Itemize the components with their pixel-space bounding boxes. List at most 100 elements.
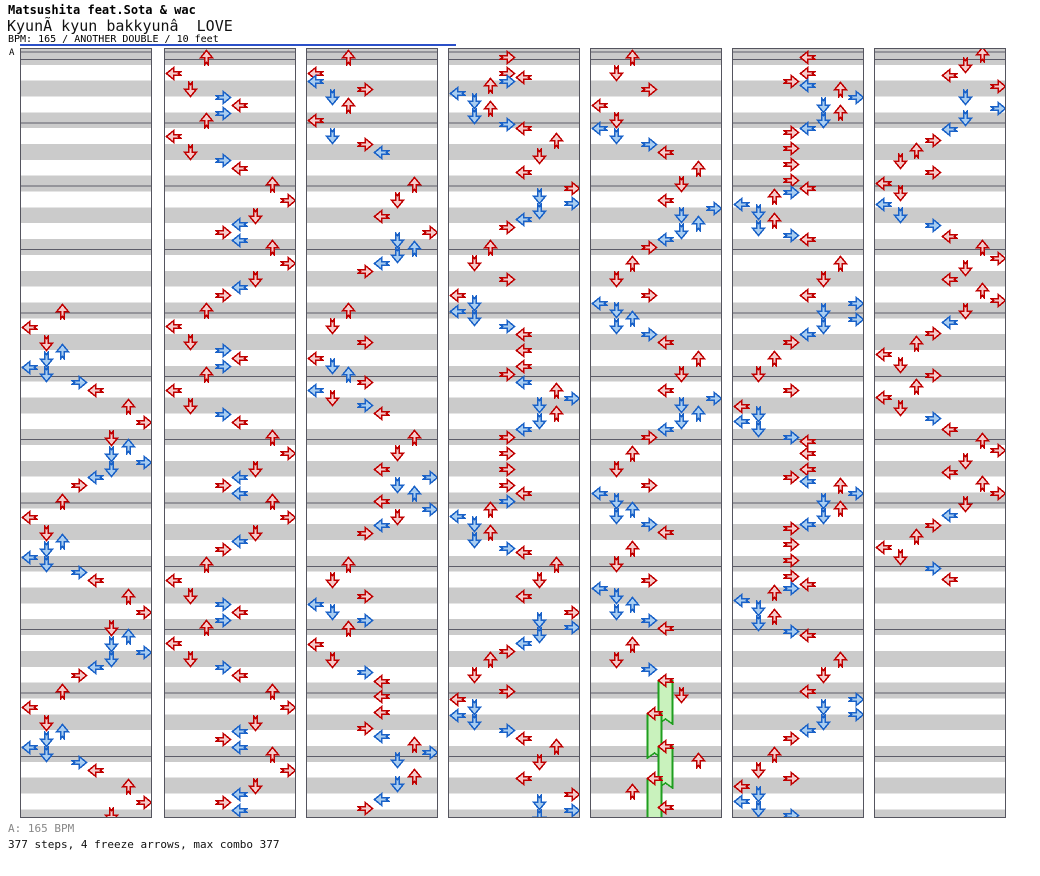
note-arrow-l-blue [21, 359, 38, 376]
note-arrow-d-blue [389, 775, 406, 793]
chart-column-1 [20, 48, 152, 818]
note-arrow-d-blue [957, 88, 974, 106]
note-arrow-l-blue [798, 326, 816, 343]
note-arrow-l-red [86, 762, 104, 779]
note-arrow-l-blue [372, 255, 390, 272]
note-arrow-r-red [924, 367, 942, 384]
note-arrow-l-blue [798, 77, 816, 94]
note-arrow-l-red [86, 572, 104, 589]
note-arrow-u-red [198, 49, 215, 66]
note-arrow-u-red [340, 96, 357, 114]
note-arrow-l-red [230, 160, 248, 177]
note-arrow-r-red [782, 770, 800, 787]
note-arrow-l-blue [230, 485, 248, 502]
note-arrow-l-blue [449, 508, 466, 525]
note-arrow-u-red [482, 500, 499, 518]
note-arrow-u-red [624, 444, 641, 462]
note-arrow-r-red [279, 699, 295, 716]
note-arrow-r-red [640, 477, 658, 494]
note-arrow-l-red [372, 208, 390, 225]
note-arrow-l-blue [733, 592, 750, 609]
note-arrow-l-blue [372, 144, 390, 161]
note-arrow-d-blue [673, 222, 690, 240]
chart-column-7 [874, 48, 1006, 818]
note-arrow-u-red [482, 650, 499, 668]
freeze-arrow-head [645, 705, 663, 722]
note-arrow-d-blue [750, 219, 767, 237]
note-arrow-d-red [247, 714, 264, 732]
note-arrow-d-red [38, 714, 55, 732]
note-arrow-r-red [782, 520, 800, 537]
note-arrow-l-blue [307, 596, 324, 613]
note-arrow-u-red [766, 607, 783, 625]
note-arrow-l-blue [798, 473, 816, 490]
note-arrow-l-red [230, 350, 248, 367]
note-arrow-r-blue [782, 580, 800, 597]
note-arrow-r-blue [135, 644, 151, 661]
note-arrow-d-red [182, 143, 199, 161]
note-arrow-r-blue [640, 661, 658, 678]
note-arrow-l-red [165, 572, 182, 589]
note-arrow-r-red [356, 334, 374, 351]
note-arrow-r-blue [214, 358, 232, 375]
note-arrow-l-red [733, 778, 750, 795]
note-arrow-l-red [230, 604, 248, 621]
note-arrow-r-blue [498, 722, 516, 739]
note-arrow-u-blue [120, 627, 137, 645]
note-arrow-d-red [182, 333, 199, 351]
note-arrow-d-blue [815, 713, 832, 731]
note-arrow-u-red [340, 301, 357, 319]
note-arrow-u-red [264, 682, 281, 700]
note-arrow-u-red [974, 474, 991, 492]
note-arrow-u-red [690, 349, 707, 367]
note-arrow-l-red [875, 389, 892, 406]
note-arrow-l-blue [798, 516, 816, 533]
note-arrow-l-red [21, 509, 38, 526]
note-arrow-u-red [198, 618, 215, 636]
note-arrow-d-blue [750, 800, 767, 817]
note-arrow-r-red [498, 366, 516, 383]
note-arrow-d-blue [531, 808, 548, 817]
note-arrow-d-blue [38, 730, 55, 748]
note-arrow-u-red [766, 745, 783, 763]
note-arrow-d-blue [750, 420, 767, 438]
note-arrow-d-blue [608, 507, 625, 525]
note-arrow-d-blue [38, 555, 55, 573]
note-arrow-d-blue [531, 202, 548, 220]
note-arrow-d-blue [103, 460, 120, 478]
note-arrow-d-red [103, 619, 120, 637]
note-arrow-l-red [514, 485, 532, 502]
note-arrow-l-red [165, 128, 182, 145]
note-arrow-l-red [514, 730, 532, 747]
note-arrow-l-red [798, 180, 816, 197]
note-arrow-l-red [875, 539, 892, 556]
note-arrow-l-blue [21, 739, 38, 756]
note-arrow-r-red [989, 78, 1005, 95]
note-arrow-d-blue [389, 246, 406, 264]
note-arrow-r-red [782, 536, 800, 553]
note-arrow-r-red [356, 374, 374, 391]
note-arrow-r-blue [214, 89, 232, 106]
note-arrow-l-blue [230, 533, 248, 550]
note-arrow-l-blue [372, 517, 390, 534]
note-arrow-u-red [548, 404, 565, 422]
note-arrow-d-blue [608, 603, 625, 621]
note-arrow-u-red [766, 211, 783, 229]
note-arrow-l-red [307, 112, 324, 129]
note-arrow-d-red [324, 389, 341, 407]
note-arrow-u-blue [406, 239, 423, 257]
note-arrow-l-red [798, 445, 816, 462]
freeze-arrow-head [656, 672, 674, 689]
note-arrow-r-red [356, 525, 374, 542]
note-arrow-u-blue [340, 365, 357, 383]
note-arrow-r-red [498, 461, 516, 478]
note-arrow-l-blue [733, 413, 750, 430]
note-arrow-d-blue [38, 350, 55, 368]
note-arrow-l-red [449, 287, 466, 304]
note-arrow-d-blue [103, 445, 120, 463]
note-arrow-l-red [875, 346, 892, 363]
note-arrow-u-red [406, 175, 423, 193]
note-arrow-r-red [356, 263, 374, 280]
note-arrow-r-red [214, 224, 232, 241]
note-arrow-u-red [120, 777, 137, 795]
